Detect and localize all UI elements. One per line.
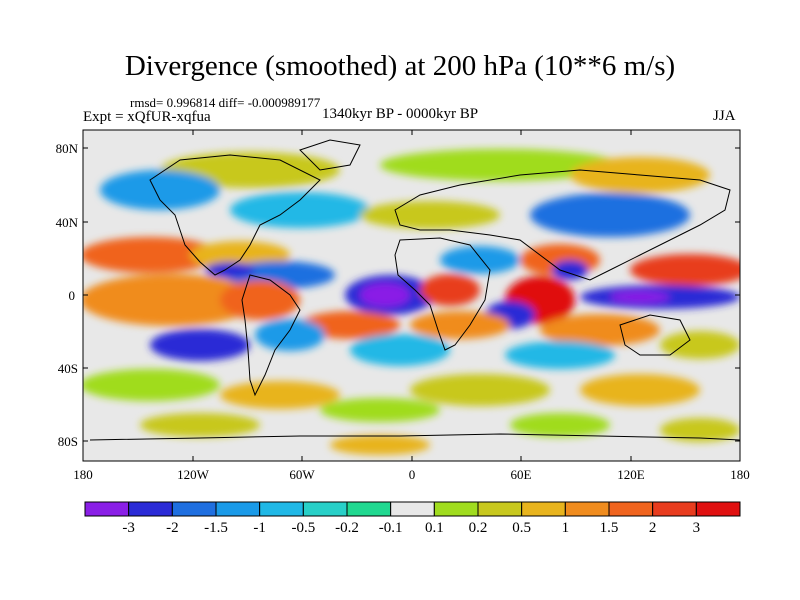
field-blob	[330, 435, 430, 455]
colorbar-label: 0.2	[468, 520, 488, 536]
field-blob	[410, 374, 550, 406]
field-blob	[552, 260, 588, 280]
field-blob	[380, 149, 620, 181]
colorbar-label: 0.1	[424, 520, 444, 536]
colorbar-box	[652, 501, 697, 517]
colorbar-box	[171, 501, 217, 517]
colorbar-label: -3	[122, 520, 135, 536]
colorbar-label: -0.5	[291, 520, 316, 536]
colorbar-box	[346, 501, 392, 517]
field-blob	[220, 280, 300, 320]
australia-coast	[619, 314, 691, 356]
field-blob	[140, 413, 260, 437]
colorbar-box	[433, 501, 479, 517]
field-blob	[660, 418, 740, 442]
field-blob	[510, 413, 610, 437]
field-blob	[83, 369, 220, 401]
divergence-field	[83, 130, 740, 461]
colorbar-label: 3	[692, 520, 701, 536]
greenland-coast	[299, 139, 361, 171]
field-blob	[420, 274, 480, 306]
colorbar-label: -1.5	[204, 520, 228, 536]
lat-label-40n: 40N	[55, 215, 78, 230]
experiment-label: Expt = xQfUR-xqfua	[83, 109, 211, 125]
lon-label-60e: 60E	[510, 467, 532, 482]
lon-label-0: 0	[408, 467, 416, 482]
field-blob	[410, 311, 510, 339]
field-blob	[580, 374, 700, 406]
field-blob	[440, 246, 520, 274]
field-blob	[360, 283, 410, 307]
colorbar-label: 2	[648, 520, 657, 536]
field-blob	[320, 398, 440, 422]
antarctica-coast	[89, 433, 740, 441]
field-blob	[505, 341, 615, 369]
field-blob	[300, 311, 400, 339]
colorbar-box	[390, 501, 435, 517]
colorbar-box	[302, 501, 348, 517]
lon-label-120w: 120W	[177, 467, 209, 482]
colorbar-box	[477, 501, 523, 517]
colorbar-box	[215, 501, 261, 517]
figure-title: Divergence (smoothed) at 200 hPa (10**6 …	[124, 50, 676, 82]
colorbar-label: -1	[253, 520, 266, 536]
lon-label-180e: 180	[730, 467, 750, 482]
stats-text: rmsd= 0.996814 diff= -0.000989177	[130, 95, 321, 110]
africa-coast	[394, 237, 491, 351]
field-blob	[205, 262, 255, 278]
eurasia-coast	[394, 169, 731, 281]
colorbar-label: -2	[166, 520, 179, 536]
field-blob	[530, 193, 690, 237]
field-blob	[100, 170, 220, 210]
lon-label-60w: 60W	[289, 467, 315, 482]
colorbar-box	[128, 501, 173, 517]
coastlines	[89, 139, 740, 441]
colorbar-label: 1	[561, 520, 570, 536]
field-blob	[660, 331, 740, 359]
colorbar-box	[521, 501, 566, 517]
colorbar-box	[84, 501, 130, 517]
north-america-coast	[149, 154, 321, 276]
colorbar-box	[259, 501, 304, 517]
colorbar-label: -0.1	[378, 520, 403, 536]
field-blob	[610, 291, 670, 303]
colorbar	[84, 501, 741, 517]
season-label: JJA	[713, 108, 736, 124]
lat-label-80s: 80S	[57, 434, 78, 449]
field-blob	[360, 201, 500, 229]
axis-ticks	[82, 130, 741, 461]
lon-label-180w: 180	[73, 467, 93, 482]
lat-label-80n: 80N	[55, 141, 78, 156]
field-blob	[630, 254, 740, 286]
field-blob	[220, 381, 340, 409]
field-blob	[150, 329, 250, 361]
field-blob	[230, 192, 370, 228]
lat-label-40s: 40S	[57, 361, 78, 376]
south-america-coast	[241, 274, 301, 397]
colorbar-box	[608, 501, 654, 517]
field-blob	[83, 274, 260, 326]
field-blob	[350, 334, 450, 366]
colorbar-label: 1.5	[599, 520, 619, 536]
lat-label-0: 0	[68, 288, 76, 303]
period-label: 1340kyr BP - 0000kyr BP	[322, 106, 479, 122]
field-blob	[255, 319, 325, 351]
lon-label-120e: 120E	[617, 467, 645, 482]
colorbar-box	[695, 501, 741, 517]
colorbar-box	[564, 501, 610, 517]
colorbar-label: 0.5	[512, 520, 532, 536]
colorbar-label: -0.2	[335, 520, 359, 536]
